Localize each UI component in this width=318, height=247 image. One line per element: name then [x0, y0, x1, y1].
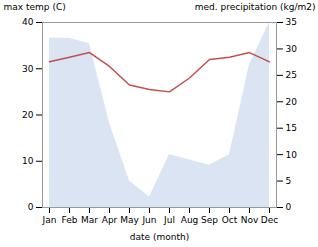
svg-text:0: 0 [286, 202, 292, 212]
svg-text:5: 5 [286, 176, 292, 186]
svg-text:30: 30 [286, 44, 298, 54]
svg-text:40: 40 [22, 17, 34, 27]
svg-text:20: 20 [22, 110, 34, 120]
svg-text:Aug: Aug [181, 215, 199, 225]
svg-text:Feb: Feb [62, 215, 78, 225]
svg-text:Sep: Sep [201, 215, 218, 225]
svg-text:Nov: Nov [241, 215, 259, 225]
svg-text:May: May [120, 215, 139, 225]
svg-text:Jan: Jan [42, 215, 57, 225]
svg-text:date (month): date (month) [130, 232, 189, 242]
svg-text:30: 30 [22, 64, 34, 74]
svg-text:0: 0 [28, 202, 34, 212]
svg-text:Dec: Dec [261, 215, 278, 225]
svg-text:Jun: Jun [141, 215, 156, 225]
svg-text:20: 20 [286, 97, 298, 107]
svg-text:15: 15 [286, 123, 297, 133]
svg-text:med. precipitation (kg/m2): med. precipitation (kg/m2) [195, 2, 316, 12]
svg-text:Apr: Apr [102, 215, 118, 225]
svg-text:25: 25 [286, 70, 297, 80]
svg-text:Mar: Mar [81, 215, 98, 225]
svg-text:Jul: Jul [163, 215, 175, 225]
svg-text:max temp (C): max temp (C) [4, 2, 66, 12]
svg-text:10: 10 [286, 150, 298, 160]
svg-text:Oct: Oct [222, 215, 238, 225]
svg-text:10: 10 [22, 156, 34, 166]
svg-text:35: 35 [286, 17, 297, 27]
